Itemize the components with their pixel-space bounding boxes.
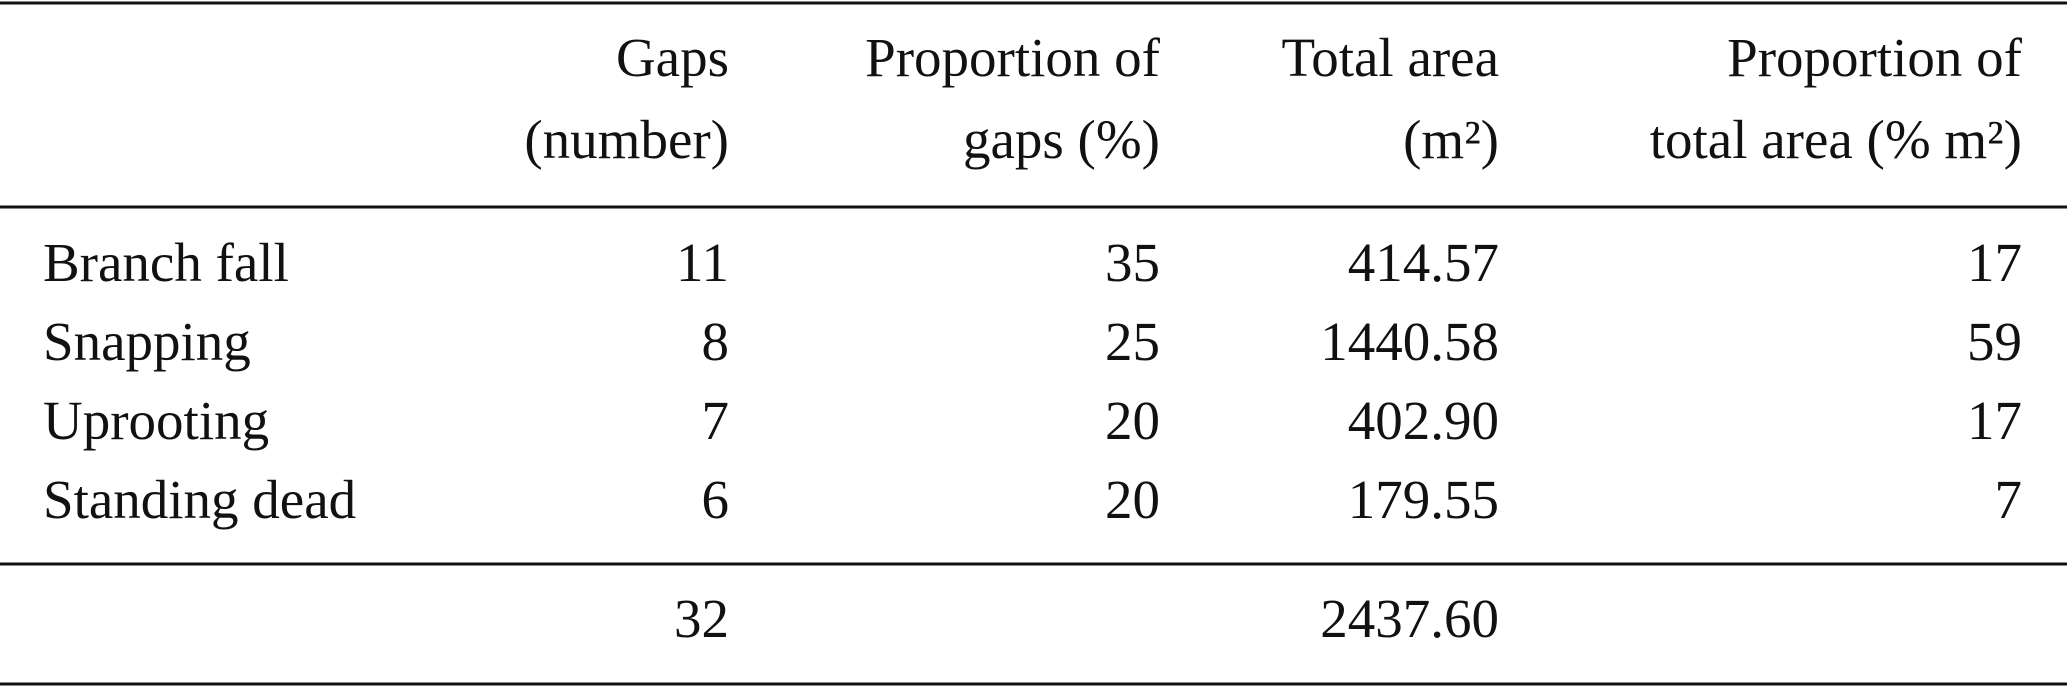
header-cell: (m²)	[1403, 109, 1499, 170]
cell: 11	[676, 232, 729, 293]
cell: 6	[702, 469, 730, 530]
header-cell: total area (% m²)	[1650, 109, 2022, 170]
row-label: Uprooting	[43, 390, 269, 451]
cell: 8	[702, 311, 730, 372]
cell: 7	[1995, 469, 2023, 530]
cell: 7	[702, 390, 730, 451]
cell: 17	[1967, 232, 2022, 293]
row-label: Standing dead	[43, 469, 356, 530]
cell: 1440.58	[1320, 311, 1499, 372]
cell: 402.90	[1348, 390, 1499, 451]
row-label: Snapping	[43, 311, 251, 372]
header-cell: Total area	[1281, 27, 1499, 88]
cell: 35	[1105, 232, 1160, 293]
cell: 414.57	[1348, 232, 1499, 293]
header-cell: (number)	[524, 109, 729, 170]
cell: 59	[1967, 311, 2022, 372]
total-cell: 2437.60	[1320, 588, 1499, 649]
cell: 20	[1105, 390, 1160, 451]
header-cell: Proportion of	[865, 27, 1161, 88]
cell: 17	[1967, 390, 2022, 451]
cell: 20	[1105, 469, 1160, 530]
total-cell: 32	[674, 588, 729, 649]
header-cell: Proportion of	[1727, 27, 2023, 88]
row-label: Branch fall	[43, 232, 289, 293]
header-cell: Gaps	[616, 27, 729, 88]
cell: 25	[1105, 311, 1160, 372]
header-cell: gaps (%)	[963, 109, 1160, 170]
cell: 179.55	[1348, 469, 1499, 530]
